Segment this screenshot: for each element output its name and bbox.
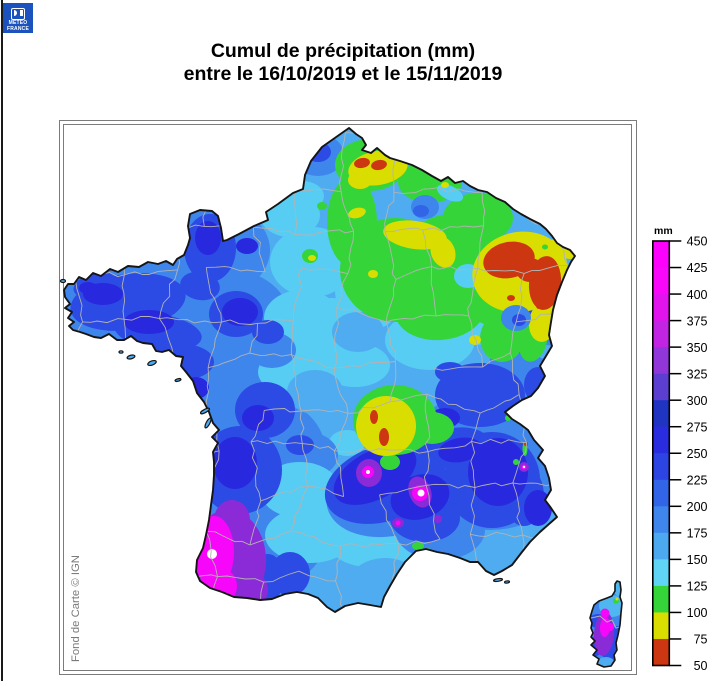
svg-text:Fond de Carte © IGN: Fond de Carte © IGN [70,555,82,662]
svg-text:150: 150 [687,553,708,567]
svg-text:425: 425 [687,261,708,275]
svg-text:75: 75 [694,633,708,647]
svg-text:300: 300 [687,394,708,408]
svg-text:200: 200 [687,500,708,514]
svg-text:275: 275 [687,420,708,434]
svg-text:325: 325 [687,367,708,381]
svg-text:mm: mm [654,225,673,237]
svg-text:350: 350 [687,341,708,355]
svg-text:375: 375 [687,314,708,328]
svg-text:450: 450 [687,235,708,249]
svg-text:225: 225 [687,473,708,487]
svg-text:175: 175 [687,527,708,541]
svg-text:250: 250 [687,447,708,461]
svg-text:400: 400 [687,288,708,302]
svg-text:50: 50 [694,659,708,673]
svg-text:125: 125 [687,580,708,594]
svg-text:100: 100 [687,606,708,620]
